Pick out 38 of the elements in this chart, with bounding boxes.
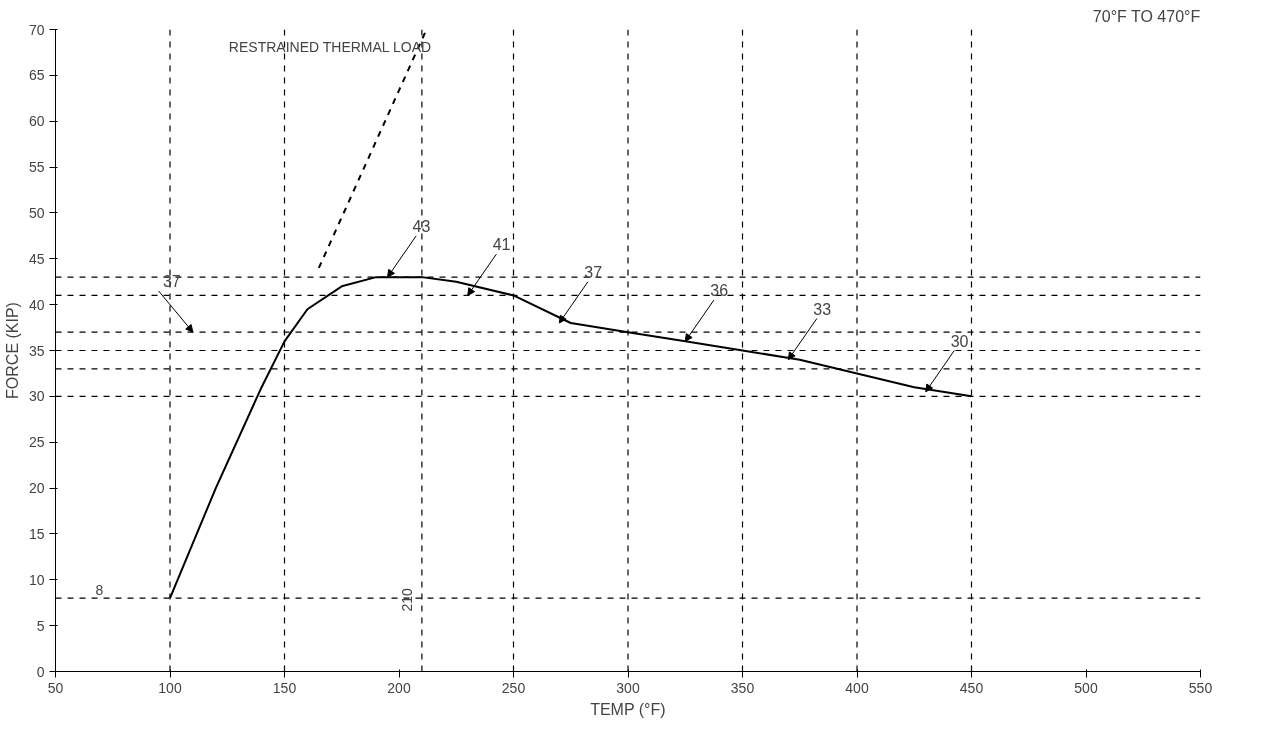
x-tick-label: 300 [616, 679, 640, 696]
ref-line-label: 8 [95, 582, 104, 599]
y-tick-label: 5 [36, 617, 45, 634]
annotation: 36 [710, 282, 729, 300]
y-tick-label: 55 [28, 159, 45, 176]
x-tick-label: 200 [387, 679, 411, 696]
y-tick-label: 50 [28, 204, 45, 221]
annotation: 43 [412, 218, 431, 236]
annotation: 33 [813, 300, 832, 318]
series-label: RESTRAINED THERMAL LOAD [228, 38, 432, 55]
y-tick-label: 70 [28, 21, 45, 38]
chart-subtitle: 70°F TO 470°F [1092, 7, 1201, 25]
x-tick-label: 550 [1188, 679, 1213, 696]
y-tick-label: 25 [28, 434, 45, 451]
y-tick-label: 20 [28, 480, 45, 497]
y-tick-label: 0 [36, 663, 45, 680]
x-tick-label: 500 [1074, 679, 1098, 696]
x-tick-label: 50 [47, 679, 64, 696]
annotation: 37 [162, 273, 181, 291]
y-tick-label: 15 [28, 525, 45, 542]
x-tick-label: 250 [501, 679, 526, 696]
y-tick-label: 60 [28, 113, 45, 130]
y-tick-label: 40 [28, 296, 45, 313]
x-axis-title: TEMP (°F) [590, 700, 666, 718]
y-axis-title: FORCE (KIP) [3, 302, 21, 399]
x-tick-label: 100 [158, 679, 182, 696]
x-tick-label: 450 [959, 679, 984, 696]
x-tick-label: 400 [845, 679, 869, 696]
y-tick-label: 10 [28, 571, 45, 588]
y-tick-label: 30 [28, 388, 45, 405]
ref-line-label: 210 [398, 587, 415, 612]
y-tick-label: 35 [28, 342, 45, 359]
x-tick-label: 150 [272, 679, 297, 696]
x-tick-label: 350 [730, 679, 755, 696]
y-tick-label: 45 [28, 250, 45, 267]
annotation: 41 [492, 236, 511, 254]
y-tick-label: 65 [28, 67, 45, 84]
annotation: 30 [950, 332, 969, 350]
